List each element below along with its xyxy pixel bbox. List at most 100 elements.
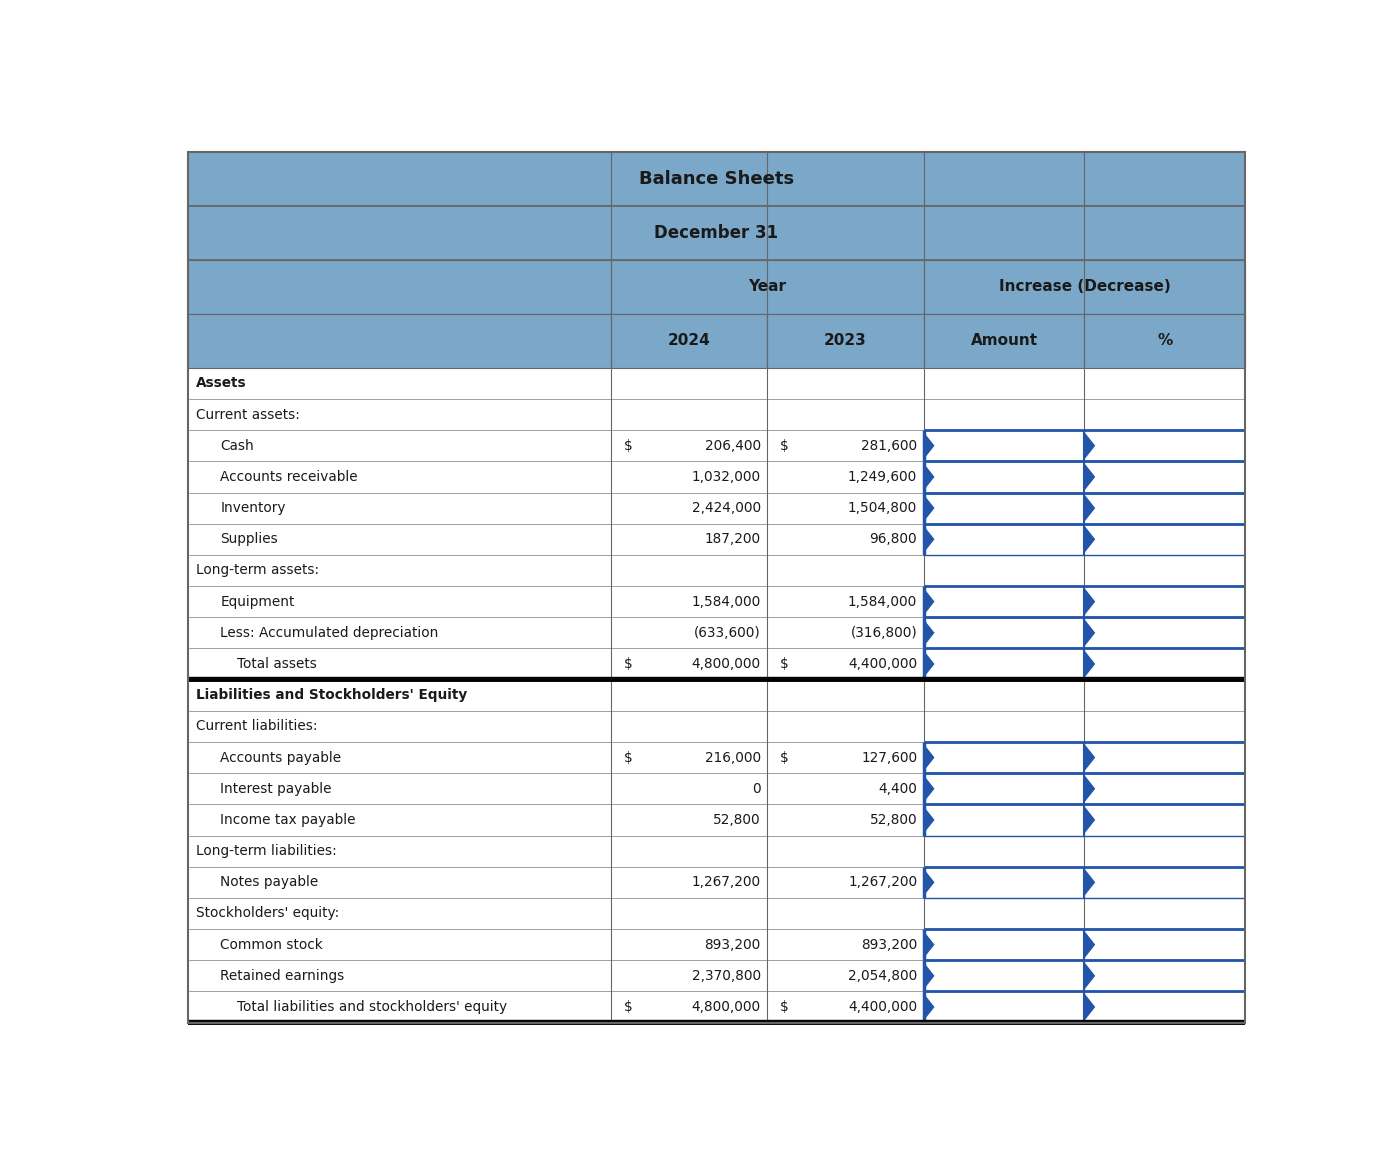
Bar	[924, 586, 1085, 617]
Text: Current liabilities:: Current liabilities:	[196, 719, 317, 734]
Bar	[611, 867, 768, 898]
Bar	[768, 711, 924, 742]
Text: $: $	[624, 439, 632, 452]
Bar	[768, 617, 924, 649]
Bar	[611, 960, 768, 991]
Text: 1,584,000: 1,584,000	[849, 594, 917, 608]
Bar	[1085, 555, 1246, 586]
Polygon shape	[924, 433, 934, 458]
Polygon shape	[1085, 464, 1095, 489]
Bar	[768, 586, 924, 617]
Bar	[924, 260, 1246, 314]
Bar	[611, 524, 768, 555]
Bar	[768, 430, 924, 462]
Bar	[768, 804, 924, 835]
Bar	[187, 430, 611, 462]
Polygon shape	[1085, 652, 1095, 676]
Text: Assets: Assets	[196, 376, 247, 390]
Text: Stockholders' equity:: Stockholders' equity:	[196, 907, 340, 921]
Bar	[1085, 960, 1246, 991]
Text: 281,600: 281,600	[861, 439, 917, 452]
Text: 1,249,600: 1,249,600	[849, 470, 917, 484]
Text: Accounts payable: Accounts payable	[221, 750, 341, 765]
Bar	[611, 742, 768, 773]
Text: 1,504,800: 1,504,800	[849, 501, 917, 515]
Text: Total assets: Total assets	[236, 657, 316, 670]
Polygon shape	[924, 652, 934, 676]
Bar	[768, 649, 924, 680]
Bar	[611, 680, 768, 711]
Bar	[1085, 898, 1246, 929]
Bar	[611, 314, 768, 368]
Bar	[768, 555, 924, 586]
Bar	[768, 524, 924, 555]
Bar	[1085, 524, 1246, 555]
Bar	[611, 929, 768, 960]
Bar	[1085, 462, 1246, 493]
Bar	[611, 804, 768, 835]
Text: 2,370,800: 2,370,800	[692, 969, 761, 983]
Text: Amount: Amount	[970, 334, 1037, 349]
Text: Year: Year	[748, 279, 786, 294]
Text: 0: 0	[752, 781, 761, 796]
Bar	[768, 960, 924, 991]
Bar	[611, 368, 768, 399]
Text: Interest payable: Interest payable	[221, 781, 331, 796]
Bar	[1085, 649, 1246, 680]
Bar	[768, 835, 924, 867]
Bar	[611, 773, 768, 804]
Bar	[924, 524, 1085, 555]
Bar	[187, 617, 611, 649]
Bar	[611, 399, 768, 430]
Bar	[187, 399, 611, 430]
Text: Notes payable: Notes payable	[221, 875, 319, 890]
Text: 2023: 2023	[823, 334, 867, 349]
Bar	[1085, 586, 1246, 617]
Bar	[924, 960, 1085, 991]
Text: Long-term liabilities:: Long-term liabilities:	[196, 844, 337, 859]
Polygon shape	[924, 995, 934, 1019]
Text: 4,400: 4,400	[878, 781, 917, 796]
Polygon shape	[1085, 777, 1095, 801]
Text: Inventory: Inventory	[221, 501, 285, 515]
Text: Long-term assets:: Long-term assets:	[196, 563, 320, 577]
Bar	[1085, 742, 1246, 773]
Text: Total liabilities and stockholders' equity: Total liabilities and stockholders' equi…	[236, 1001, 506, 1014]
Bar	[187, 804, 611, 835]
Polygon shape	[924, 777, 934, 801]
Bar	[768, 773, 924, 804]
Polygon shape	[924, 527, 934, 552]
Bar	[768, 867, 924, 898]
Text: Current assets:: Current assets:	[196, 407, 301, 421]
Bar	[1085, 929, 1246, 960]
Bar	[187, 314, 611, 368]
Bar	[187, 991, 611, 1022]
Bar	[1085, 867, 1246, 898]
Text: (316,800): (316,800)	[850, 625, 917, 639]
Text: $: $	[624, 1001, 632, 1014]
Text: 127,600: 127,600	[861, 750, 917, 765]
Text: $: $	[780, 439, 788, 452]
Polygon shape	[924, 621, 934, 645]
Bar	[924, 742, 1085, 773]
Text: December 31: December 31	[654, 224, 779, 242]
Bar	[1085, 430, 1246, 462]
Text: Income tax payable: Income tax payable	[221, 812, 355, 827]
Bar	[768, 991, 924, 1022]
Bar	[924, 680, 1085, 711]
Bar	[187, 524, 611, 555]
Bar	[1085, 680, 1246, 711]
Text: 1,267,200: 1,267,200	[692, 875, 761, 890]
Text: 96,800: 96,800	[870, 532, 917, 546]
Bar	[611, 462, 768, 493]
Bar	[924, 898, 1085, 929]
Bar	[1085, 804, 1246, 835]
Bar	[924, 867, 1085, 898]
Bar	[768, 680, 924, 711]
Polygon shape	[924, 464, 934, 489]
Text: 206,400: 206,400	[705, 439, 761, 452]
Bar	[187, 462, 611, 493]
Text: 1,032,000: 1,032,000	[692, 470, 761, 484]
Bar	[187, 835, 611, 867]
Text: Supplies: Supplies	[221, 532, 278, 546]
